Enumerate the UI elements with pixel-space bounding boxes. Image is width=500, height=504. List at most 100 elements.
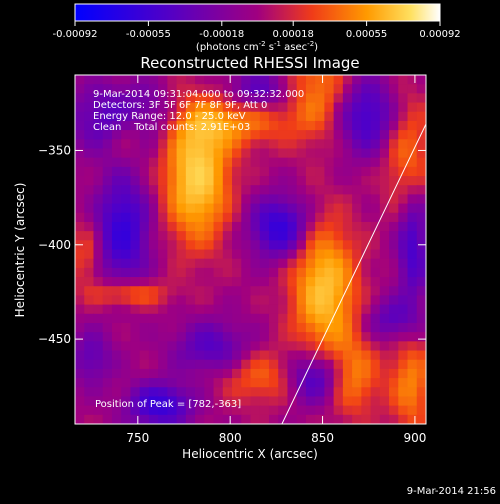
heatmap-cell: [305, 387, 316, 398]
heatmap-cell: [111, 194, 122, 205]
heatmap-cell: [416, 148, 426, 159]
heatmap-cell: [139, 157, 150, 168]
heatmap-cell: [379, 295, 390, 306]
heatmap-cell: [342, 295, 353, 306]
heatmap-cell: [389, 157, 399, 168]
heatmap-cell: [259, 322, 270, 333]
limb-line: [281, 123, 426, 424]
heatmap-cell: [130, 405, 141, 416]
heatmap-cell: [213, 203, 224, 214]
heatmap-cell: [167, 414, 178, 424]
heatmap-cell: [204, 84, 215, 94]
heatmap-cell: [102, 396, 113, 407]
heatmap-cell: [407, 350, 418, 361]
heatmap-cell: [75, 120, 85, 131]
heatmap-cell: [361, 120, 372, 131]
heatmap-cell: [379, 93, 390, 104]
heatmap-cell: [139, 405, 150, 416]
heatmap-cell: [130, 378, 141, 388]
heatmap-cell: [370, 75, 381, 85]
heatmap-cell: [130, 267, 141, 278]
heatmap-cell: [195, 120, 205, 131]
heatmap-cell: [361, 249, 372, 260]
heatmap-cell: [130, 148, 141, 159]
heatmap-cell: [75, 194, 85, 205]
heatmap-cell: [158, 414, 168, 424]
heatmap-cell: [148, 378, 159, 388]
heatmap-cell: [241, 286, 252, 297]
heatmap-cell: [195, 75, 205, 85]
heatmap-cell: [278, 166, 289, 177]
heatmap-cell: [185, 414, 196, 424]
heatmap-cell: [379, 350, 390, 361]
heatmap-cell: [352, 267, 362, 278]
heatmap-cell: [407, 258, 418, 269]
heatmap-cell: [241, 185, 252, 195]
heatmap-cell: [213, 405, 224, 416]
heatmap-cell: [176, 405, 187, 416]
heatmap-cell: [148, 368, 159, 379]
heatmap-cell: [379, 322, 390, 333]
heatmap-cell: [379, 185, 390, 195]
heatmap-cell: [93, 203, 104, 214]
heatmap-cell: [222, 111, 233, 122]
heatmap-cell: [232, 185, 242, 195]
heatmap-cell: [416, 130, 426, 140]
heatmap-cell: [158, 93, 168, 104]
heatmap-cell: [213, 322, 224, 333]
heatmap-cell: [250, 387, 261, 398]
heatmap-cell: [139, 249, 150, 260]
heatmap-cell: [370, 332, 381, 342]
heatmap-cell: [296, 313, 307, 324]
heatmap-cell: [167, 240, 178, 251]
heatmap-cell: [296, 414, 307, 424]
heatmap-cell: [259, 258, 270, 269]
heatmap-cell: [139, 130, 150, 140]
heatmap-cell: [195, 221, 205, 232]
heatmap-cell: [278, 148, 289, 159]
heatmap-cell: [102, 368, 113, 379]
heatmap-cell: [361, 286, 372, 297]
heatmap-cell: [407, 111, 418, 122]
heatmap-cell: [278, 102, 289, 113]
heatmap-cell: [213, 120, 224, 131]
heatmap-cell: [204, 203, 215, 214]
heatmap-cell: [139, 166, 150, 177]
heatmap-cell: [342, 387, 353, 398]
heatmap-cell: [352, 212, 362, 223]
heatmap-cell: [250, 157, 261, 168]
heatmap-cell: [287, 111, 298, 122]
heatmap-cell: [148, 185, 159, 195]
heatmap-cell: [111, 176, 122, 186]
heatmap-cell: [361, 405, 372, 416]
heatmap-cell: [278, 258, 289, 269]
heatmap-cell: [324, 240, 335, 251]
heatmap-cell: [296, 295, 307, 306]
heatmap-cell: [241, 84, 252, 94]
heatmap-cell: [407, 387, 418, 398]
heatmap-cell: [102, 203, 113, 214]
heatmap-cell: [315, 221, 325, 232]
heatmap-cell: [185, 405, 196, 416]
heatmap-cell: [93, 221, 104, 232]
heatmap-cell: [102, 341, 113, 352]
heatmap-cell: [111, 304, 122, 315]
heatmap-cell: [213, 332, 224, 342]
heatmap-cell: [75, 84, 85, 94]
heatmap-cell: [121, 286, 132, 297]
heatmap-cell: [167, 111, 178, 122]
heatmap-cell: [84, 102, 95, 113]
heatmap-cell: [185, 350, 196, 361]
heatmap-cell: [195, 322, 205, 333]
heatmap-cell: [278, 212, 289, 223]
heatmap-cell: [139, 258, 150, 269]
heatmap-cell: [407, 368, 418, 379]
heatmap-cell: [121, 341, 132, 352]
heatmap-cell: [315, 139, 325, 150]
heatmap-cell: [407, 231, 418, 241]
heatmap-cell: [278, 139, 289, 150]
heatmap-cell: [416, 102, 426, 113]
heatmap-cell: [352, 176, 362, 186]
heatmap-cell: [232, 359, 242, 370]
heatmap-cell: [305, 93, 316, 104]
